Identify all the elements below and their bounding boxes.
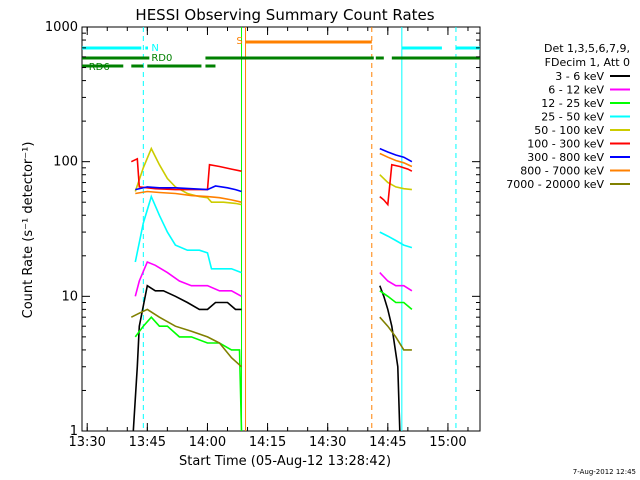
series-line bbox=[134, 260, 413, 298]
series-line bbox=[135, 147, 413, 193]
vertical-markers bbox=[142, 27, 457, 431]
x-tick-label: 14:00 bbox=[189, 435, 226, 450]
plot-frame bbox=[81, 26, 481, 432]
y-tick-label: 10 bbox=[61, 289, 78, 304]
y-tick-label: 1000 bbox=[45, 20, 78, 35]
flag-bars: N RD6 RD0 S bbox=[82, 36, 480, 73]
x-tick-label: 13:30 bbox=[68, 435, 105, 450]
legend-header-line-2: FDecim 1, Att 0 bbox=[545, 56, 630, 69]
series-line bbox=[132, 284, 401, 432]
x-axis-label: Start Time (05-Aug-12 13:28:42) bbox=[179, 454, 391, 469]
x-tick-label: 14:45 bbox=[369, 435, 406, 450]
series-line bbox=[134, 194, 413, 274]
x-tick-label: 13:45 bbox=[129, 435, 166, 450]
x-tick-label: 14:30 bbox=[309, 435, 346, 450]
legend-entry-label: 6 - 12 keV bbox=[548, 84, 604, 97]
legend-entry-label: 25 - 50 keV bbox=[541, 111, 604, 124]
flag-bar-label: S bbox=[236, 36, 242, 47]
legend-entry-label: 3 - 6 keV bbox=[555, 70, 604, 83]
legend-header-line-1: Det 1,3,5,6,7,9, bbox=[544, 42, 630, 55]
x-tick-label: 15:00 bbox=[429, 435, 466, 450]
series-line bbox=[130, 308, 412, 368]
series-line bbox=[134, 146, 412, 206]
y-tick-label: 100 bbox=[53, 155, 78, 170]
chart-title: HESSI Observing Summary Count Rates bbox=[135, 6, 434, 24]
x-tick-label: 14:15 bbox=[249, 435, 286, 450]
y-axis-ticks: 1 10 100 1000 bbox=[45, 20, 480, 439]
legend: Det 1,3,5,6,7,9, FDecim 1, Att 0 3 - 6 k… bbox=[506, 42, 630, 191]
flag-bar-label: RD6 bbox=[89, 62, 110, 73]
y-tick-label: 1 bbox=[70, 424, 78, 439]
legend-entry-label: 12 - 25 keV bbox=[541, 97, 604, 110]
series-lines bbox=[130, 146, 413, 432]
series-line bbox=[130, 157, 413, 207]
series-line bbox=[134, 290, 413, 432]
y-axis-label: Count Rate (s⁻¹ detector⁻¹) bbox=[21, 142, 36, 319]
footer-date: 7-Aug-2012 12:45 bbox=[573, 468, 636, 476]
legend-entry-label: 100 - 300 keV bbox=[527, 138, 604, 151]
flag-bar-label: N bbox=[151, 43, 158, 54]
x-axis-ticks: 13:30 13:45 14:00 14:15 14:30 14:45 15:00 bbox=[68, 27, 469, 450]
legend-entry-label: 800 - 7000 keV bbox=[520, 165, 604, 178]
flag-bar-label: RD0 bbox=[151, 53, 172, 64]
legend-entry-label: 300 - 800 keV bbox=[527, 151, 604, 164]
series-line bbox=[135, 152, 413, 203]
legend-entry-label: 50 - 100 keV bbox=[534, 124, 604, 137]
legend-entry-label: 7000 - 20000 keV bbox=[506, 178, 604, 191]
